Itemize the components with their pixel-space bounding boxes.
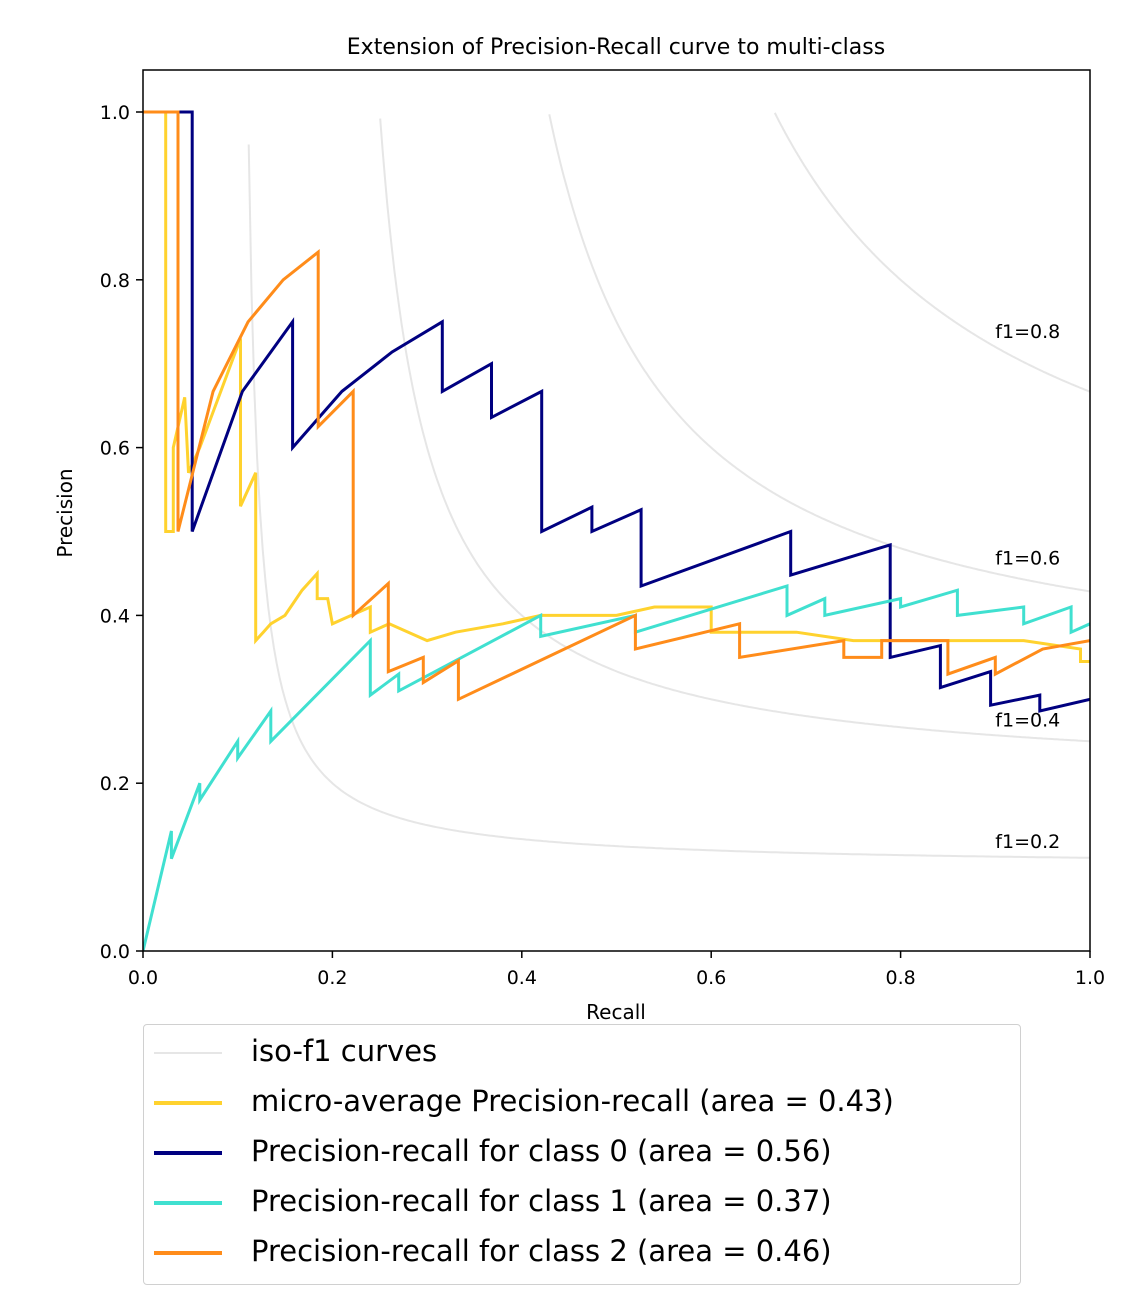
legend-label-iso-f1: iso-f1 curves xyxy=(251,1034,438,1068)
x-tick-label: 0.0 xyxy=(128,967,158,989)
y-axis-label: Precision xyxy=(53,468,77,557)
x-tick-label: 1.0 xyxy=(1075,967,1105,989)
series-lines xyxy=(143,110,1090,951)
series-line-3 xyxy=(143,110,1090,702)
legend-label-class-1: Precision-recall for class 1 (area = 0.3… xyxy=(251,1184,832,1218)
series-line-2 xyxy=(143,583,1090,951)
y-tick-label: 1.0 xyxy=(100,102,130,124)
legend-label-class-0: Precision-recall for class 0 (area = 0.5… xyxy=(251,1134,832,1168)
chart-title: Extension of Precision-Recall curve to m… xyxy=(347,35,885,60)
plot-frame xyxy=(142,69,1091,952)
legend-swatch-class-1 xyxy=(154,1201,222,1205)
y-tick-label: 0.8 xyxy=(100,270,130,292)
y-tick-label: 0.0 xyxy=(100,941,130,963)
iso-f1-curve-0.6 xyxy=(548,114,1090,593)
y-tick-label: 0.4 xyxy=(100,605,130,627)
x-tick-label: 0.2 xyxy=(317,967,347,989)
series-line-0 xyxy=(143,110,1090,663)
x-axis-ticks: 0.0 0.2 0.4 0.6 0.8 1.0 xyxy=(128,951,1105,989)
y-tick-label: 0.6 xyxy=(100,438,130,460)
iso-f1-annotations: f1=0.2 f1=0.4 f1=0.6 f1=0.8 xyxy=(995,321,1060,853)
series-line-1 xyxy=(143,110,1090,713)
legend-item-micro-average: micro-average Precision-recall (area = 0… xyxy=(144,1077,1020,1127)
x-tick-label: 0.4 xyxy=(507,967,537,989)
legend-item-class-2: Precision-recall for class 2 (area = 0.4… xyxy=(144,1227,1020,1277)
y-axis-ticks: 0.0 0.2 0.4 0.6 0.8 1.0 xyxy=(100,102,143,963)
pr-curve-chart: Extension of Precision-Recall curve to m… xyxy=(53,35,1105,1020)
legend-swatch-class-0 xyxy=(154,1151,222,1155)
iso-f1-label: f1=0.2 xyxy=(995,831,1060,853)
x-tick-label: 0.6 xyxy=(696,967,726,989)
iso-f1-curve-0.4 xyxy=(379,118,1090,743)
iso-f1-label: f1=0.4 xyxy=(995,709,1060,731)
iso-f1-curve-0.8 xyxy=(773,112,1090,393)
legend-item-iso-f1: iso-f1 curves xyxy=(144,1027,1020,1077)
iso-f1-curve-0.2 xyxy=(247,144,1090,859)
x-tick-label: 0.8 xyxy=(885,967,915,989)
legend-item-class-1: Precision-recall for class 1 (area = 0.3… xyxy=(144,1177,1020,1227)
legend: iso-f1 curves micro-average Precision-re… xyxy=(143,1024,1021,1285)
legend-swatch-iso-f1 xyxy=(154,1052,222,1054)
y-tick-label: 0.2 xyxy=(100,773,130,795)
legend-item-class-0: Precision-recall for class 0 (area = 0.5… xyxy=(144,1127,1020,1177)
legend-swatch-class-2 xyxy=(154,1251,222,1255)
iso-f1-label: f1=0.8 xyxy=(995,321,1060,343)
legend-label-class-2: Precision-recall for class 2 (area = 0.4… xyxy=(251,1234,832,1268)
iso-f1-curves xyxy=(247,112,1090,859)
x-axis-label: Recall xyxy=(586,1000,646,1020)
legend-swatch-micro-average xyxy=(154,1101,222,1105)
legend-label-micro-average: micro-average Precision-recall (area = 0… xyxy=(251,1084,894,1118)
iso-f1-label: f1=0.6 xyxy=(995,548,1060,570)
